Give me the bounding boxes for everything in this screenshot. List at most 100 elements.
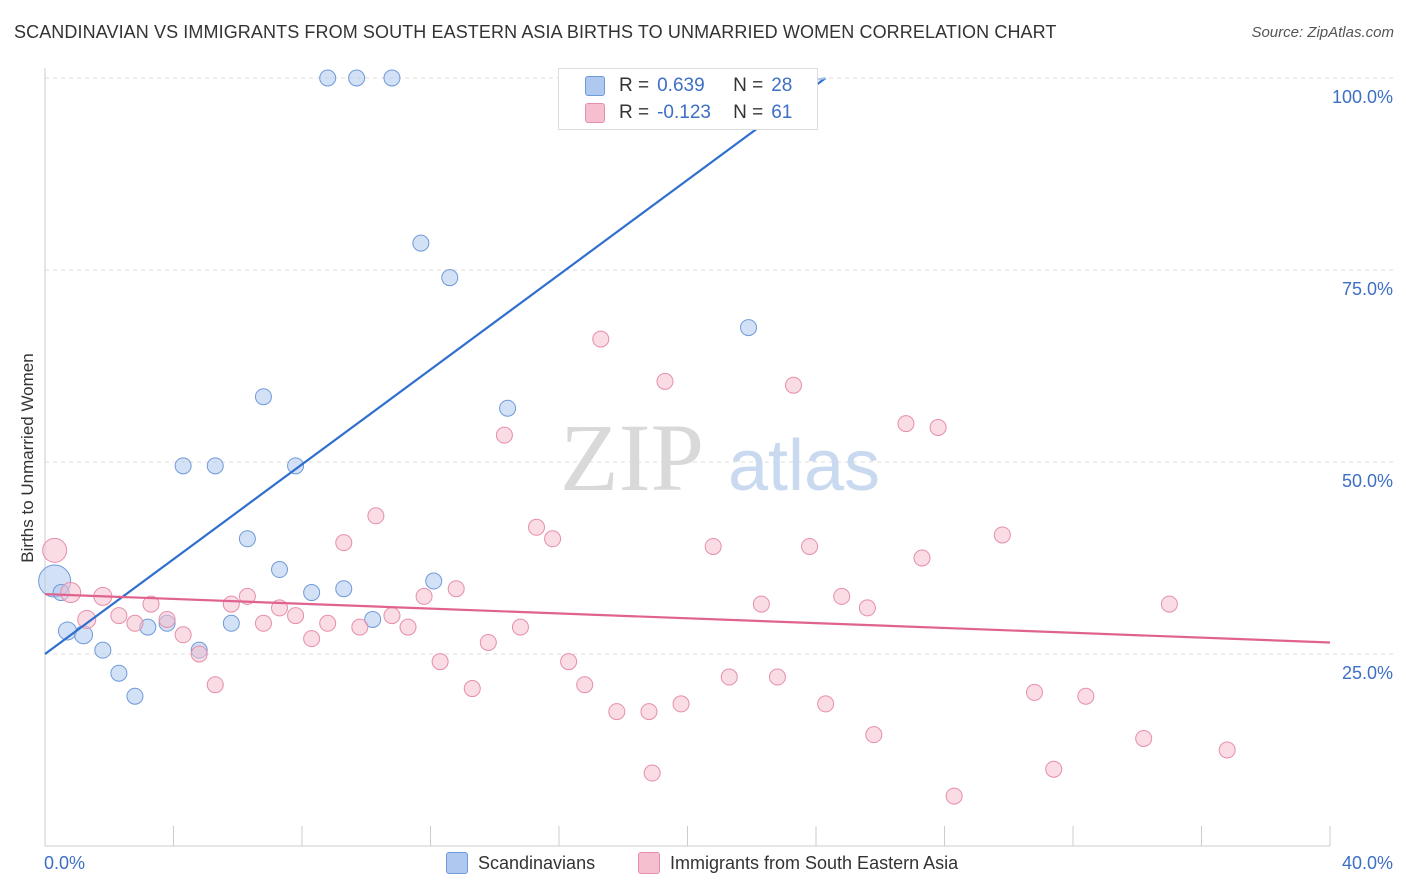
point-scandinavian (174, 457, 192, 475)
point-immigrant (335, 534, 353, 552)
point-immigrant (833, 587, 851, 605)
stats-swatch-pink (585, 103, 605, 123)
point-immigrant (206, 676, 224, 694)
y-tick-label: 25.0% (1342, 663, 1393, 683)
point-immigrant (142, 595, 160, 613)
point-immigrant (993, 526, 1011, 544)
point-immigrant (42, 537, 68, 563)
point-immigrant (511, 618, 529, 636)
point-immigrant (801, 537, 819, 555)
point-immigrant (560, 653, 578, 671)
stats-r-label: R = (619, 75, 650, 96)
watermark-atlas: atlas (728, 426, 880, 506)
point-immigrant (238, 587, 256, 605)
point-immigrant (544, 530, 562, 548)
x-tick-label-min: 0.0% (44, 853, 85, 873)
point-immigrant (367, 507, 385, 525)
point-immigrant (222, 595, 240, 613)
stats-swatch-blue (585, 76, 605, 96)
trend-line-immigrants (44, 592, 1331, 644)
stats-r-value: -0.123 (657, 102, 711, 123)
point-scandinavian (126, 687, 144, 705)
point-immigrant (897, 415, 915, 433)
stats-row-immigrants: R = -0.123 N = 61 (585, 100, 792, 126)
legend-label-immigrants: Immigrants from South Eastern Asia (670, 852, 959, 873)
point-immigrant (158, 610, 176, 628)
y-tick-label: 50.0% (1342, 471, 1393, 491)
point-scandinavian (383, 69, 401, 87)
point-scandinavian (74, 625, 94, 645)
point-immigrant (817, 695, 835, 713)
point-immigrant (865, 726, 883, 744)
point-immigrant (945, 787, 963, 805)
point-immigrant (126, 614, 144, 632)
point-immigrant (254, 614, 272, 632)
point-immigrant (351, 618, 369, 636)
point-scandinavian (740, 319, 758, 337)
point-immigrant (303, 630, 321, 648)
point-immigrant (319, 614, 337, 632)
point-immigrant (431, 653, 449, 671)
point-scandinavian (206, 457, 224, 475)
point-immigrant (174, 626, 192, 644)
point-immigrant (592, 330, 610, 348)
point-scandinavian (335, 580, 353, 598)
source-label: Source: ZipAtlas.com (1251, 24, 1394, 41)
stats-r-value: 0.639 (657, 75, 705, 96)
point-immigrant (785, 376, 803, 394)
point-immigrant (1077, 687, 1095, 705)
point-immigrant (190, 645, 208, 663)
y-tick-label: 75.0% (1342, 279, 1393, 299)
point-immigrant (704, 537, 722, 555)
point-immigrant (1135, 729, 1153, 747)
point-scandinavian (254, 388, 272, 406)
point-immigrant (640, 703, 658, 721)
watermark-zip: ZIP (560, 404, 704, 511)
chart-title: SCANDINAVIAN VS IMMIGRANTS FROM SOUTH EA… (14, 22, 1057, 42)
bottom-legend: Scandinavians Immigrants from South East… (0, 852, 1406, 878)
point-immigrant (929, 418, 947, 436)
trend-line-scandinavians (44, 77, 827, 655)
point-scandinavian (110, 664, 128, 682)
point-immigrant (720, 668, 738, 686)
points-layer (38, 69, 1236, 805)
point-scandinavian (425, 572, 443, 590)
stats-n-value: 28 (771, 75, 793, 96)
point-scandinavian (348, 69, 366, 87)
point-immigrant (383, 607, 401, 625)
point-scandinavian (499, 399, 517, 417)
point-immigrant (608, 703, 626, 721)
point-immigrant (287, 607, 305, 625)
point-scandinavian (287, 457, 305, 475)
point-immigrant (913, 549, 931, 567)
point-immigrant (77, 609, 97, 629)
point-immigrant (399, 618, 417, 636)
point-immigrant (495, 426, 513, 444)
point-immigrant (1218, 741, 1236, 759)
grid-layer (45, 77, 1395, 655)
point-scandinavian (364, 610, 382, 628)
axis-layer (44, 68, 1331, 847)
point-immigrant (672, 695, 690, 713)
point-scandinavian (238, 530, 256, 548)
stats-legend: R = 0.639 N = 28 R = -0.123 N = 61 (558, 68, 818, 130)
legend-swatch-blue (446, 852, 468, 874)
point-scandinavian (271, 561, 289, 579)
legend-item-scandinavians[interactable]: Scandinavians (446, 852, 595, 874)
point-immigrant (447, 580, 465, 598)
point-scandinavian (222, 614, 240, 632)
trend-layer (44, 77, 1331, 655)
point-scandinavian (94, 641, 112, 659)
point-immigrant (463, 680, 481, 698)
point-immigrant (60, 582, 82, 604)
watermark: ZIP atlas (560, 404, 880, 511)
point-immigrant (858, 599, 876, 617)
point-scandinavian (441, 269, 459, 287)
stats-row-scandinavians: R = 0.639 N = 28 (585, 73, 792, 99)
legend-item-immigrants[interactable]: Immigrants from South Eastern Asia (638, 852, 958, 874)
legend-label-scandinavians: Scandinavians (478, 852, 596, 873)
point-scandinavian (319, 69, 337, 87)
stats-r-label: R = (619, 102, 650, 123)
stats-n-label: N = (733, 102, 764, 123)
